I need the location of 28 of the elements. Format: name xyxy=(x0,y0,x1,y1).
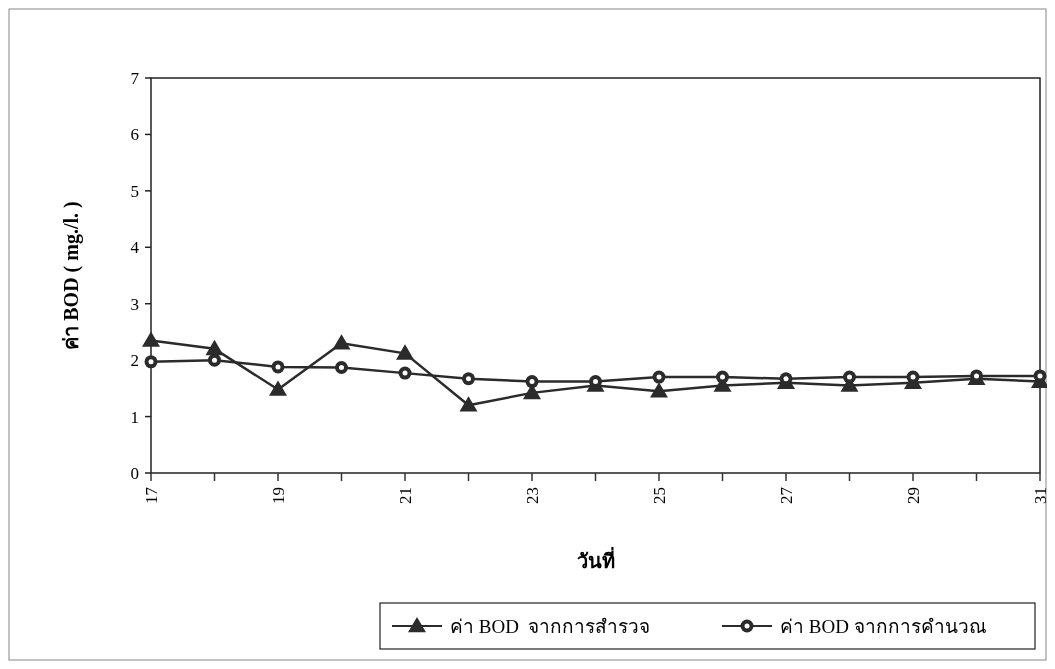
legend-label: ค่า BOD จากการสำรวจ xyxy=(450,615,651,637)
point xyxy=(650,382,668,398)
y-tick-label: 7 xyxy=(130,68,140,88)
x-tick-label: 27 xyxy=(776,486,796,504)
point xyxy=(269,380,287,396)
y-tick-label: 6 xyxy=(130,125,139,145)
y-axis-title: ค่า BOD ( mg./l. ) xyxy=(60,201,83,350)
point xyxy=(396,344,414,360)
legend-label: ค่า BOD จากการคำนวณ xyxy=(780,615,987,637)
point xyxy=(459,396,478,412)
y-tick-label: 2 xyxy=(130,351,139,371)
x-tick-label: 31 xyxy=(1030,487,1050,504)
x-tick-label: 23 xyxy=(522,487,542,504)
point xyxy=(332,334,351,350)
x-tick-label: 21 xyxy=(395,487,415,504)
x-tick-label: 25 xyxy=(649,487,669,504)
x-tick-label: 29 xyxy=(903,487,923,504)
x-tick-label: 17 xyxy=(141,486,161,504)
point xyxy=(335,360,348,374)
y-tick-label: 0 xyxy=(130,463,139,483)
y-tick-label: 4 xyxy=(130,238,140,258)
point xyxy=(205,339,224,356)
y-tick-label: 1 xyxy=(130,407,139,427)
x-tick-label: 19 xyxy=(268,487,288,504)
y-tick-label: 5 xyxy=(130,181,139,201)
point xyxy=(142,331,160,347)
x-axis-title: วันที่ xyxy=(576,546,615,572)
y-tick-label: 3 xyxy=(130,294,139,314)
